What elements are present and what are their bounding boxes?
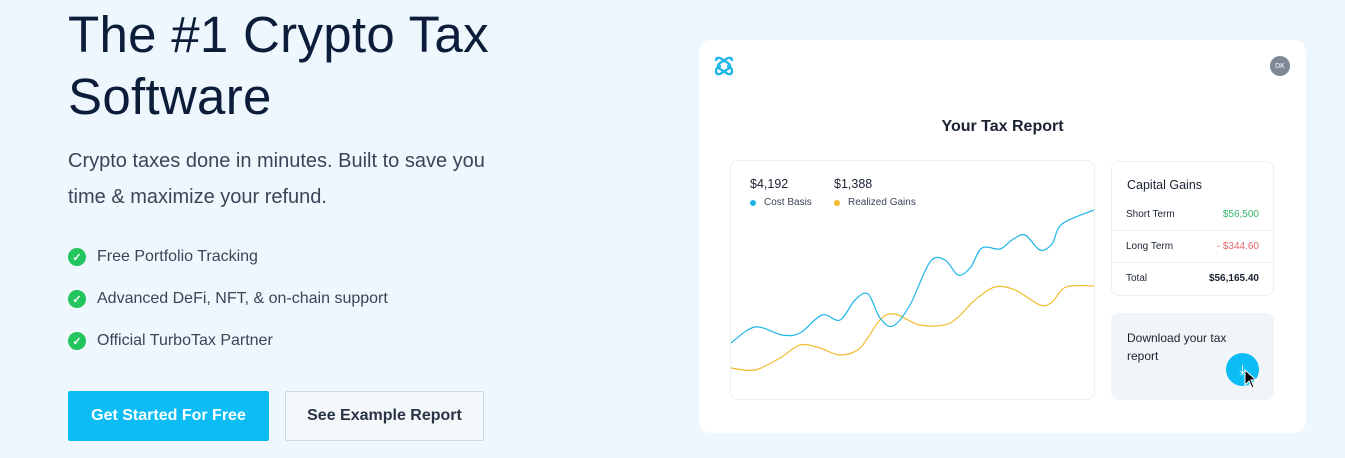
legend-dot-icon — [750, 199, 756, 206]
download-text: Download your tax report — [1127, 331, 1227, 363]
short-term-row: Short Term $56,500 — [1112, 198, 1273, 230]
check-icon: ✓ — [68, 290, 86, 308]
long-term-row: Long Term - $344.60 — [1112, 230, 1273, 262]
hero-subtitle: Crypto taxes done in minutes. Built to s… — [68, 150, 485, 208]
row-value: $56,165.40 — [1208, 273, 1259, 284]
check-icon: ✓ — [68, 332, 86, 350]
feature-item: ✓ Advanced DeFi, NFT, & on-chain support — [68, 290, 388, 308]
cost-basis-value: $4,192 — [750, 177, 789, 191]
realized-gains-line — [731, 284, 1094, 372]
row-label: Total — [1126, 273, 1148, 284]
legend-realized-gains: Realized Gains — [834, 197, 916, 208]
capital-gains-heading: Capital Gains — [1127, 178, 1203, 192]
legend-cost-basis: Cost Basis — [750, 197, 812, 208]
total-row: Total $56,165.40 — [1112, 262, 1273, 294]
feature-label: Advanced DeFi, NFT, & on-chain support — [97, 290, 388, 307]
see-example-report-button[interactable]: See Example Report — [285, 391, 484, 441]
title-line-2: Software — [68, 68, 272, 125]
row-label: Long Term — [1126, 241, 1174, 252]
feature-item: ✓ Official TurboTax Partner — [68, 332, 273, 350]
logo-icon — [714, 56, 734, 76]
legend-label: Realized Gains — [848, 197, 916, 208]
download-icon: ⤓ — [1239, 361, 1246, 377]
row-value: - $344.60 — [1216, 241, 1259, 252]
check-icon: ✓ — [68, 248, 86, 266]
row-value: $56,500 — [1222, 208, 1259, 220]
feature-item: ✓ Free Portfolio Tracking — [68, 248, 258, 266]
legend-dot-icon — [834, 199, 840, 206]
tax-report-preview: DK Your Tax Report $4,192 $1,388 Cost Ba… — [699, 40, 1306, 433]
feature-label: Official TurboTax Partner — [97, 332, 273, 349]
realized-gains-value: $1,388 — [834, 177, 873, 191]
cost-basis-line — [731, 209, 1094, 344]
cursor-icon — [1244, 369, 1258, 389]
legend-label: Cost Basis — [764, 197, 812, 208]
hero-title: The #1 Crypto Tax Software — [68, 4, 489, 128]
capital-gains-card: Capital Gains Short Term $56,500 Long Ter… — [1111, 161, 1274, 296]
report-title: Your Tax Report — [941, 118, 1064, 135]
avatar[interactable]: DK — [1270, 56, 1290, 76]
get-started-button[interactable]: Get Started For Free — [68, 391, 269, 441]
download-button[interactable]: ⤓ — [1226, 353, 1259, 386]
feature-label: Free Portfolio Tracking — [97, 248, 258, 265]
title-line-1: The #1 Crypto Tax — [68, 6, 489, 63]
download-card: Download your tax report ⤓ — [1111, 313, 1274, 400]
gains-chart: $4,192 $1,388 Cost Basis Realized Gains — [730, 160, 1095, 400]
row-label: Short Term — [1126, 208, 1175, 220]
